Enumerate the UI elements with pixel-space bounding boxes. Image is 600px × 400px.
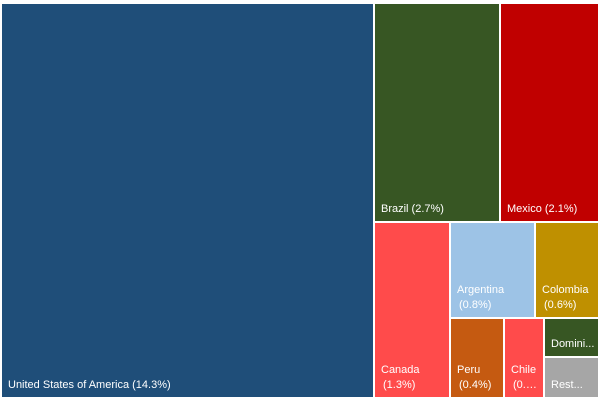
treemap-tile: Canada (1.3%) [375, 223, 449, 397]
treemap-tile-label: Argentina (0.8%) [457, 283, 531, 313]
treemap-tile-label-line: (1.3%) [383, 379, 416, 391]
treemap-tile-label: Brazil (2.7%) [381, 202, 496, 217]
treemap-tile-label-line: Peru [457, 364, 481, 376]
treemap-tile: Chile (0.3... [505, 319, 543, 397]
treemap-tile: Argentina (0.8%) [451, 223, 534, 317]
treemap-tile: Domini... [545, 319, 598, 356]
treemap-tile: Colombia (0.6%) [536, 223, 598, 317]
treemap-tile-label: United States of America (14.3%) [8, 378, 370, 393]
treemap-tile-label: Peru (0.4%) [457, 363, 500, 393]
treemap-tile-label-line: (0.6%) [544, 299, 577, 311]
treemap-tile-label-line: Chile [511, 364, 537, 376]
treemap-tile-label: Domini... [551, 337, 595, 352]
treemap-tile-label-line: Argentina [457, 284, 505, 296]
treemap-tile-label-line: Brazil (2.7%) [381, 203, 444, 215]
treemap-tile-label: Canada (1.3%) [381, 363, 446, 393]
treemap-tile-label-line: Colombia [542, 284, 589, 296]
treemap-tile-label-line: United States of America (14.3%) [8, 379, 171, 391]
treemap-tile-label: Colombia (0.6%) [542, 283, 595, 313]
treemap-tile: Peru (0.4%) [451, 319, 503, 397]
treemap-tile-label-line: Mexico (2.1%) [507, 203, 578, 215]
treemap-tile-label: Rest... [551, 378, 595, 393]
treemap-tile-label: Chile (0.3... [511, 363, 540, 393]
treemap-tile: Brazil (2.7%) [375, 4, 499, 221]
treemap-tile-label-line: Rest... [551, 379, 583, 391]
treemap-tile: Rest... [545, 358, 598, 397]
treemap-tile-label-line: (0.8%) [459, 299, 492, 311]
treemap-tile-label-line: (0.3... [513, 379, 540, 391]
treemap-tile-label-line: Domini... [551, 338, 595, 350]
treemap-tile-label-line: Canada [381, 364, 420, 376]
treemap-tile-label-line: (0.4%) [459, 379, 492, 391]
treemap-tile: United States of America (14.3%) [2, 4, 373, 397]
treemap-tile-label: Mexico (2.1%) [507, 202, 595, 217]
treemap-tile: Mexico (2.1%) [501, 4, 598, 221]
